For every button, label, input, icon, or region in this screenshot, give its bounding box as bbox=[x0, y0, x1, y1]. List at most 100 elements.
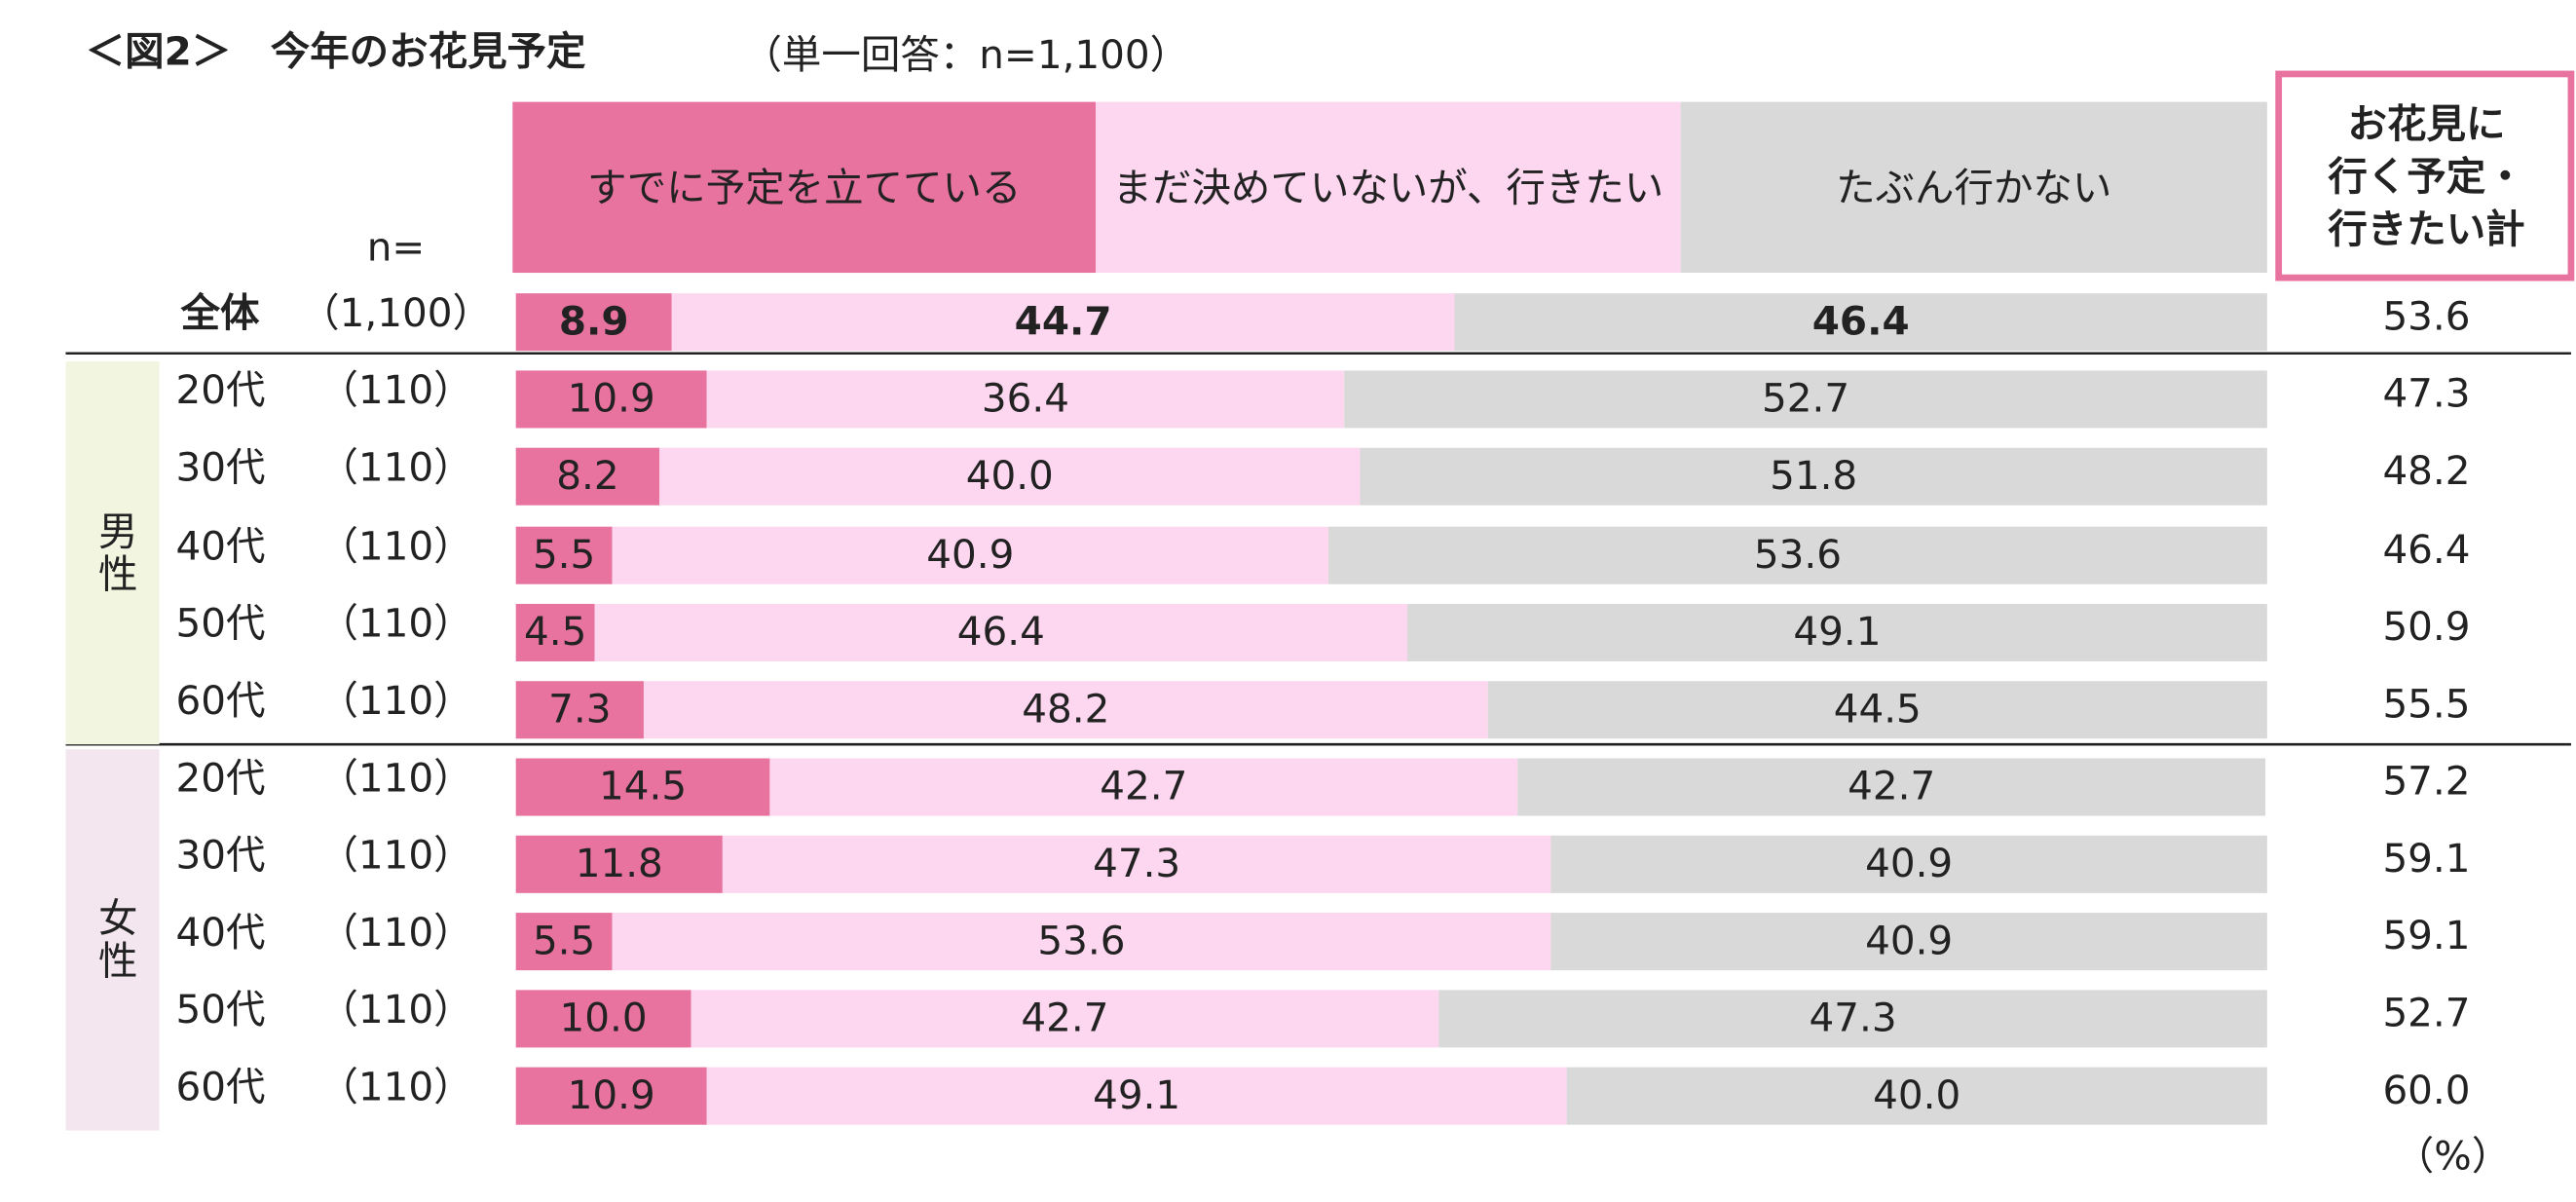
total-value: 47.3 bbox=[2382, 370, 2470, 417]
bar-segment bbox=[515, 1067, 707, 1125]
total-value: 46.4 bbox=[2382, 526, 2470, 573]
bar-segment bbox=[515, 758, 770, 816]
row-label: 60代 bbox=[175, 677, 265, 724]
bar-segment bbox=[691, 990, 1439, 1048]
row-label: 60代 bbox=[175, 1063, 265, 1109]
value-label: 46.4 bbox=[957, 608, 1045, 655]
bar-segment bbox=[515, 681, 644, 739]
total-value: 59.1 bbox=[2382, 912, 2470, 958]
n-label: （110） bbox=[318, 832, 472, 879]
bar-segment bbox=[769, 758, 1518, 816]
bar-segment bbox=[515, 293, 672, 352]
n-header: n= bbox=[367, 223, 426, 270]
n-label: （110） bbox=[318, 1063, 472, 1109]
value-label: 44.5 bbox=[1834, 685, 1922, 732]
group-label: 女性 bbox=[92, 897, 138, 983]
n-label: （110） bbox=[318, 600, 472, 647]
value-label: 8.2 bbox=[556, 452, 618, 499]
legend-label: たぶん行かない bbox=[1836, 165, 2111, 211]
value-label: 40.0 bbox=[966, 452, 1054, 499]
row-label: 40代 bbox=[175, 522, 265, 569]
n-label: （110） bbox=[318, 986, 472, 1033]
bar-segment bbox=[515, 447, 660, 506]
n-label: （1,100） bbox=[300, 289, 492, 336]
value-label: 49.1 bbox=[1793, 608, 1881, 655]
bar-segment bbox=[1550, 913, 2267, 971]
row-label: 50代 bbox=[175, 986, 265, 1033]
bar-segment bbox=[515, 603, 595, 661]
value-label: 47.3 bbox=[1810, 995, 1897, 1041]
value-label: 44.7 bbox=[1015, 297, 1112, 344]
total-value: 57.2 bbox=[2382, 758, 2470, 805]
bar-segment bbox=[612, 526, 1329, 584]
value-label: 49.1 bbox=[1093, 1071, 1180, 1118]
value-label: 53.6 bbox=[1754, 531, 1842, 578]
value-label: 5.5 bbox=[533, 531, 595, 578]
value-label: 8.9 bbox=[559, 297, 629, 344]
total-header: 行く予定・ bbox=[2328, 153, 2524, 200]
unit-label: （%） bbox=[2395, 1132, 2511, 1179]
bar-segment bbox=[1406, 603, 2267, 661]
row-label: 20代 bbox=[175, 366, 265, 413]
total-value: 59.1 bbox=[2382, 835, 2470, 882]
bar-segment bbox=[1360, 447, 2267, 506]
row-label: 20代 bbox=[175, 754, 265, 801]
bar-segment bbox=[671, 293, 1455, 352]
bar-segment bbox=[1550, 835, 2267, 893]
bar-segment bbox=[1328, 526, 2267, 584]
value-label: 53.6 bbox=[1037, 917, 1125, 963]
value-label: 42.7 bbox=[1100, 763, 1187, 809]
bar-segment bbox=[515, 526, 613, 584]
row-label: 50代 bbox=[175, 600, 265, 647]
n-label: （110） bbox=[318, 443, 472, 490]
group-box bbox=[65, 749, 160, 1131]
total-value: 55.5 bbox=[2382, 680, 2470, 727]
bar-segment bbox=[1517, 758, 2266, 816]
bar-segment bbox=[643, 681, 1488, 739]
total-value: 60.0 bbox=[2382, 1067, 2470, 1113]
row-label: 全体 bbox=[180, 289, 260, 336]
value-label: 11.8 bbox=[576, 840, 663, 886]
group-label: 男性 bbox=[92, 510, 138, 596]
bar-segment bbox=[1454, 293, 2267, 352]
value-label: 10.0 bbox=[560, 995, 648, 1041]
bar-segment bbox=[706, 370, 1345, 429]
n-label: （110） bbox=[318, 366, 472, 413]
bar-segment bbox=[1566, 1067, 2267, 1125]
legend-box bbox=[512, 101, 1097, 274]
n-label: （110） bbox=[318, 522, 472, 569]
value-label: 10.9 bbox=[568, 1071, 655, 1118]
value-label: 10.9 bbox=[568, 375, 655, 422]
total-header-box bbox=[2275, 70, 2575, 282]
total-value: 52.7 bbox=[2382, 990, 2470, 1036]
bar-segment bbox=[659, 447, 1361, 506]
row-label: 40代 bbox=[175, 909, 265, 956]
value-label: 40.9 bbox=[1865, 840, 1953, 886]
bar-segment bbox=[1344, 370, 2267, 429]
legend-label: すでに予定を立てている bbox=[587, 165, 1022, 211]
total-value: 48.2 bbox=[2382, 447, 2470, 494]
n-label: （110） bbox=[318, 754, 472, 801]
bar-segment bbox=[612, 913, 1551, 971]
bar-segment bbox=[706, 1067, 1567, 1125]
n-label: （110） bbox=[318, 677, 472, 724]
value-label: 40.0 bbox=[1873, 1071, 1960, 1118]
total-header: 行きたい計 bbox=[2328, 206, 2524, 252]
bar-segment bbox=[722, 835, 1551, 893]
bar-segment bbox=[1487, 681, 2267, 739]
total-value: 53.6 bbox=[2382, 292, 2470, 339]
bar-segment bbox=[515, 835, 723, 893]
legend-label: まだ決めていないが、行きたい bbox=[1113, 165, 1664, 211]
value-label: 14.5 bbox=[599, 763, 687, 809]
value-label: 48.2 bbox=[1022, 685, 1109, 732]
chart-title: ＜図2＞ 今年のお花見予定 bbox=[86, 28, 586, 75]
value-label: 46.4 bbox=[1812, 297, 1910, 344]
n-label: （110） bbox=[318, 909, 472, 956]
legend-box bbox=[1680, 101, 2267, 274]
value-label: 51.8 bbox=[1770, 452, 1857, 499]
value-label: 4.5 bbox=[524, 608, 586, 655]
legend-box bbox=[1096, 101, 1681, 274]
total-header: お花見に bbox=[2348, 100, 2506, 147]
value-label: 36.4 bbox=[982, 375, 1069, 422]
